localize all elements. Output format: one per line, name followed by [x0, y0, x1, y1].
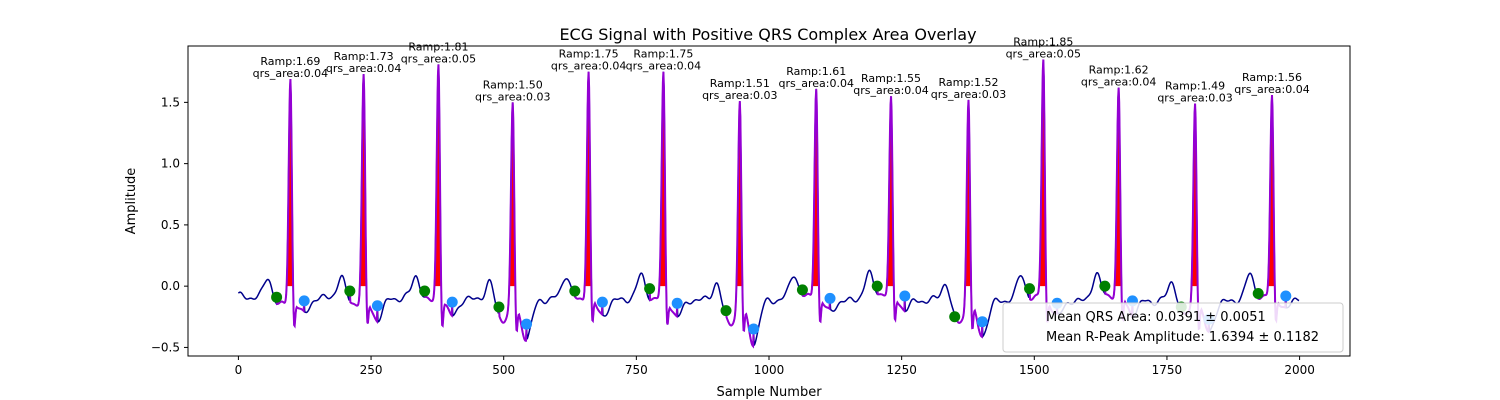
qrs-area-label-8: qrs_area:0.04: [778, 77, 853, 90]
qrs-area-fill-10: [954, 99, 983, 287]
qrs-onset-marker-9: [871, 280, 883, 292]
qrs-area-fill-2: [349, 74, 378, 287]
r-amplitude-label-4: Ramp:1.50: [483, 78, 543, 91]
qrs-onset-marker-14: [1252, 288, 1264, 300]
qrs-area-fill-4: [498, 102, 527, 287]
qrs-area-fill-11: [1029, 59, 1058, 287]
r-amplitude-label-12: Ramp:1.62: [1089, 64, 1149, 77]
qrs-area-label-12: qrs_area:0.04: [1081, 76, 1156, 89]
qrs-onset-marker-3: [419, 285, 431, 297]
y-tick-label-4: 1.5: [161, 95, 180, 109]
qrs-onset-marker-8: [796, 284, 808, 296]
r-amplitude-label-3: Ramp:1.81: [408, 40, 468, 53]
r-amplitude-label-13: Ramp:1.49: [1165, 80, 1225, 93]
qrs-onset-marker-1: [271, 291, 283, 303]
qrs-area-label-7: qrs_area:0.03: [702, 89, 777, 102]
r-amplitude-label-9: Ramp:1.55: [861, 72, 921, 85]
x-tick-label-7: 1750: [1152, 363, 1183, 377]
legend-entry-mean-qrs-area: Mean QRS Area: 0.0391 ± 0.0051: [1046, 310, 1266, 325]
qrs-onset-marker-6: [644, 283, 656, 295]
qrs-area-fill-7: [726, 101, 754, 287]
y-axis-label: Amplitude: [124, 168, 139, 235]
qrs-area-fill-9: [877, 96, 905, 287]
qrs-area-label-2: qrs_area:0.04: [326, 62, 401, 75]
x-tick-label-1: 250: [360, 363, 383, 377]
plot-area: Ramp:1.69qrs_area:0.04Ramp:1.73qrs_area:…: [237, 35, 1310, 349]
qrs-segment-line-2: [348, 74, 379, 325]
r-amplitude-label-7: Ramp:1.51: [710, 77, 770, 90]
qrs-offset-marker-9: [899, 290, 911, 302]
qrs-area-label-10: qrs_area:0.03: [931, 88, 1006, 101]
qrs-area-fill-8: [802, 88, 831, 287]
qrs-area-fill-14: [1258, 95, 1286, 287]
qrs-offset-marker-8: [824, 292, 836, 304]
x-tick-label-3: 750: [625, 363, 648, 377]
x-tick-label-4: 1000: [754, 363, 785, 377]
qrs-onset-marker-10: [949, 311, 961, 323]
qrs-area-fill-5: [574, 71, 603, 287]
legend-entry-mean-r-peak-amplitude: Mean R-Peak Amplitude: 1.6394 ± 0.1182: [1046, 330, 1319, 345]
qrs-onset-marker-11: [1024, 283, 1036, 295]
qrs-segment-line-9: [876, 96, 906, 323]
qrs-offset-marker-2: [371, 300, 383, 312]
r-amplitude-label-5: Ramp:1.75: [559, 48, 619, 61]
axis-ticks: 0 250 500 750 1000 1250 1500 1750 2000 −0.5 0.0 0.5…: [151, 95, 1315, 377]
qrs-segment-line-8: [801, 88, 832, 324]
qrs-area-label-4: qrs_area:0.03: [475, 90, 550, 103]
qrs-area-label-3: qrs_area:0.05: [401, 52, 476, 65]
qrs-area-fill-6: [649, 71, 678, 287]
legend: Mean QRS Area: 0.0391 ± 0.0051 Mean R-Pe…: [1002, 302, 1344, 353]
r-amplitude-label-11: Ramp:1.85: [1013, 35, 1073, 48]
legend-box: [1002, 302, 1344, 353]
qrs-offset-marker-10: [976, 316, 988, 328]
qrs-area-fill-12: [1104, 87, 1133, 287]
qrs-area-label-9: qrs_area:0.04: [853, 84, 928, 97]
qrs-onset-marker-4: [493, 301, 505, 313]
qrs-area-label-11: qrs_area:0.05: [1006, 47, 1081, 60]
r-amplitude-label-1: Ramp:1.69: [260, 55, 320, 68]
qrs-offset-marker-3: [446, 296, 458, 308]
qrs-area-fill-3: [424, 64, 453, 287]
y-tick-label-1: 0.0: [161, 279, 180, 293]
qrs-area-label-5: qrs_area:0.04: [551, 60, 626, 73]
chart-title: ECG Signal with Positive QRS Complex Are…: [559, 25, 976, 44]
qrs-area-label-14: qrs_area:0.04: [1234, 83, 1309, 96]
x-tick-label-5: 1250: [886, 363, 917, 377]
qrs-offset-marker-4: [521, 318, 533, 330]
r-amplitude-label-14: Ramp:1.56: [1242, 71, 1302, 84]
qrs-onset-marker-5: [569, 285, 581, 297]
r-amplitude-label-10: Ramp:1.52: [938, 76, 998, 89]
qrs-segment-line-4: [497, 102, 528, 342]
y-tick-label-0: −0.5: [151, 340, 180, 354]
qrs-offset-marker-5: [596, 296, 608, 308]
qrs-offset-marker-14: [1280, 290, 1292, 302]
qrs-area-fill-13: [1181, 103, 1209, 287]
y-tick-label-3: 1.0: [161, 157, 180, 171]
qrs-onset-marker-7: [720, 305, 732, 317]
x-tick-label-6: 1500: [1019, 363, 1050, 377]
qrs-area-fill-1: [276, 79, 305, 287]
y-tick-label-2: 0.5: [161, 218, 180, 232]
qrs-area-label-1: qrs_area:0.04: [253, 67, 328, 80]
qrs-onset-marker-12: [1099, 280, 1111, 292]
qrs-area-label-6: qrs_area:0.04: [626, 60, 701, 73]
r-amplitude-label-2: Ramp:1.73: [334, 50, 394, 63]
qrs-segment-line-1: [275, 79, 306, 329]
r-amplitude-label-6: Ramp:1.75: [633, 48, 693, 61]
qrs-segment-line-6: [648, 71, 679, 325]
qrs-onset-marker-2: [344, 285, 356, 297]
qrs-offset-marker-1: [298, 295, 310, 307]
qrs-segment-line-5: [573, 71, 604, 324]
qrs-offset-marker-6: [671, 297, 683, 309]
r-amplitude-label-8: Ramp:1.61: [786, 65, 846, 78]
x-tick-label-2: 500: [492, 363, 515, 377]
qrs-offset-marker-7: [748, 323, 760, 335]
x-tick-label-8: 2000: [1284, 363, 1315, 377]
x-axis-label: Sample Number: [716, 385, 822, 400]
qrs-area-label-13: qrs_area:0.03: [1157, 92, 1232, 105]
x-tick-label-0: 0: [235, 363, 243, 377]
qrs-segment-line-3: [423, 64, 454, 328]
